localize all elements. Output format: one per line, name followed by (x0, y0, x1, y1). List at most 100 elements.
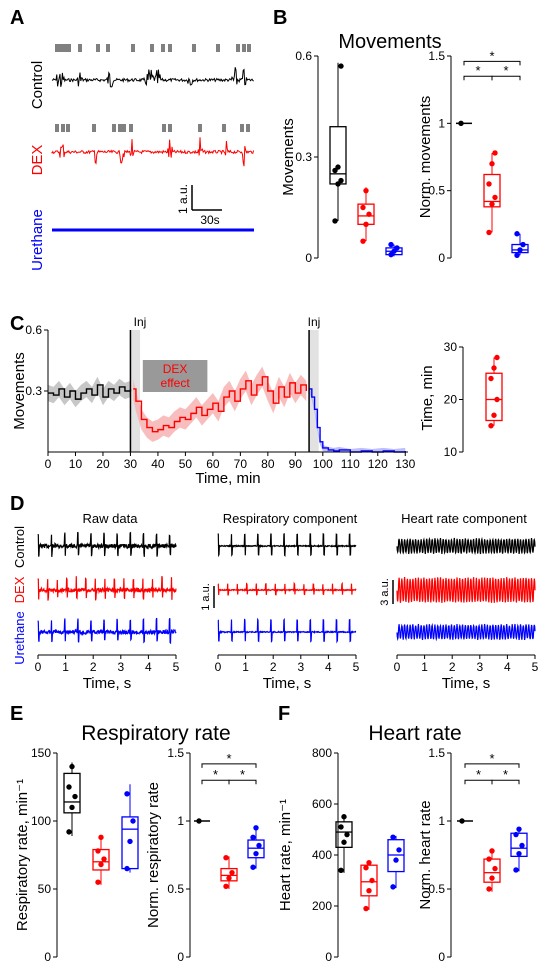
data-point (256, 842, 262, 849)
data-point (363, 865, 369, 871)
data-point (516, 826, 522, 832)
signal-trace (217, 581, 357, 596)
box-dex (483, 848, 501, 892)
data-point (335, 181, 341, 187)
dex-effect-label: effect (161, 376, 191, 390)
chart-movements: 0 0.3 0.6 Movements (280, 49, 403, 265)
data-point (393, 857, 399, 863)
data-point (519, 842, 525, 849)
data-point (369, 877, 375, 884)
box-control (329, 62, 347, 224)
signal-trace (217, 617, 357, 644)
y-tick-label: 1.5 (428, 746, 445, 760)
x-tick-label: 0 (215, 660, 222, 674)
data-point (335, 164, 341, 170)
panel-e-title: Respiratory rate (81, 722, 230, 745)
signal-trace (396, 536, 536, 556)
data-point (520, 241, 526, 248)
box-dex (485, 354, 503, 429)
data-point (360, 238, 366, 244)
y-axis-label: Heart rate, min⁻¹ (277, 799, 294, 911)
injection-label-2: Inj (308, 315, 321, 329)
data-point (69, 763, 75, 770)
data-point (486, 886, 492, 892)
data-point (486, 856, 492, 862)
chart-effect-time: 10 20 30 Time, min (419, 340, 503, 459)
panel-letter-f: F (278, 703, 290, 725)
data-point (124, 791, 130, 797)
x-tick-label: 3 (297, 660, 304, 674)
significance-bracket (228, 779, 257, 785)
trace-label-dex: DEX (29, 145, 46, 176)
y-tick-label: 50 (38, 882, 52, 896)
data-point (229, 869, 235, 876)
data-point (494, 396, 500, 403)
data-point (388, 241, 394, 248)
x-tick-label: 5 (353, 660, 360, 674)
data-point (390, 834, 396, 840)
box-urethane (387, 834, 405, 890)
x-tick-label: 1 (62, 660, 69, 674)
data-point (489, 201, 495, 207)
data-point (391, 248, 397, 254)
raster-tick (198, 124, 202, 132)
panel-letter-e: E (10, 703, 23, 725)
panel-a-traces: Control DEX Urethane 1 a.u. 30s (29, 44, 255, 271)
data-point (363, 187, 369, 194)
raster-tick (66, 124, 70, 132)
data-point (513, 867, 519, 873)
raster-tick (63, 44, 67, 52)
d-label-urethane: Urethane (12, 611, 27, 664)
data-point (338, 177, 344, 184)
raster-tick (162, 124, 166, 132)
box-dex (483, 150, 501, 236)
raster-tick (55, 44, 59, 52)
signal-trace (37, 617, 177, 645)
raster-tick (236, 44, 240, 52)
raster-tick (106, 44, 110, 52)
data-point (332, 167, 338, 174)
data-point (489, 875, 495, 881)
signal-trace (217, 532, 357, 558)
y-tick-label: 1 (438, 116, 445, 130)
box-body (510, 832, 528, 858)
data-point (338, 824, 344, 830)
x-axis-label: Time, s (442, 675, 491, 692)
x-tick-label: 40 (151, 457, 165, 471)
raster-tick (168, 44, 172, 52)
signal-trace (37, 575, 177, 601)
series-line-urethane (309, 388, 406, 453)
box-urethane (511, 231, 529, 259)
significance-star: * (476, 767, 481, 782)
box-dex (220, 855, 238, 889)
y-tick-label: 0.6 (295, 49, 312, 63)
x-tick-label: 90 (289, 457, 303, 471)
raster-tick (150, 44, 154, 52)
raster-tick (59, 44, 63, 52)
data-point (332, 218, 338, 224)
x-tick-label: 2 (449, 660, 456, 674)
box-body (220, 867, 238, 882)
raster-tick (122, 124, 126, 132)
panel-letter-a: A (10, 7, 24, 29)
data-point (95, 879, 101, 885)
data-point (98, 861, 104, 868)
x-tick-label: 5 (532, 660, 539, 674)
x-axis-label: Time, s (83, 675, 132, 692)
d-scale-label-1: 1 a.u. (200, 583, 212, 611)
data-point (69, 804, 75, 811)
y-tick-label: 0 (305, 251, 312, 265)
x-tick-label: 50 (179, 457, 193, 471)
injection-label-1: Inj (134, 315, 147, 329)
data-point (72, 793, 78, 800)
data-point (396, 847, 402, 853)
y-tick-label: 600 (312, 797, 332, 811)
data-point (338, 867, 344, 873)
raster-control (55, 44, 251, 52)
y-axis-label: Respiratory rate, min⁻¹ (14, 779, 31, 931)
significance-bracket (201, 763, 257, 768)
panel-letter-d: D (10, 493, 24, 515)
d-title-heart: Heart rate component (401, 511, 527, 526)
d-trace-grid: 0 1 2 3 4 5 Time, s 0 1 2 3 4 5 Time, s 0 1 2 3 4 5 Time, s (35, 531, 539, 692)
